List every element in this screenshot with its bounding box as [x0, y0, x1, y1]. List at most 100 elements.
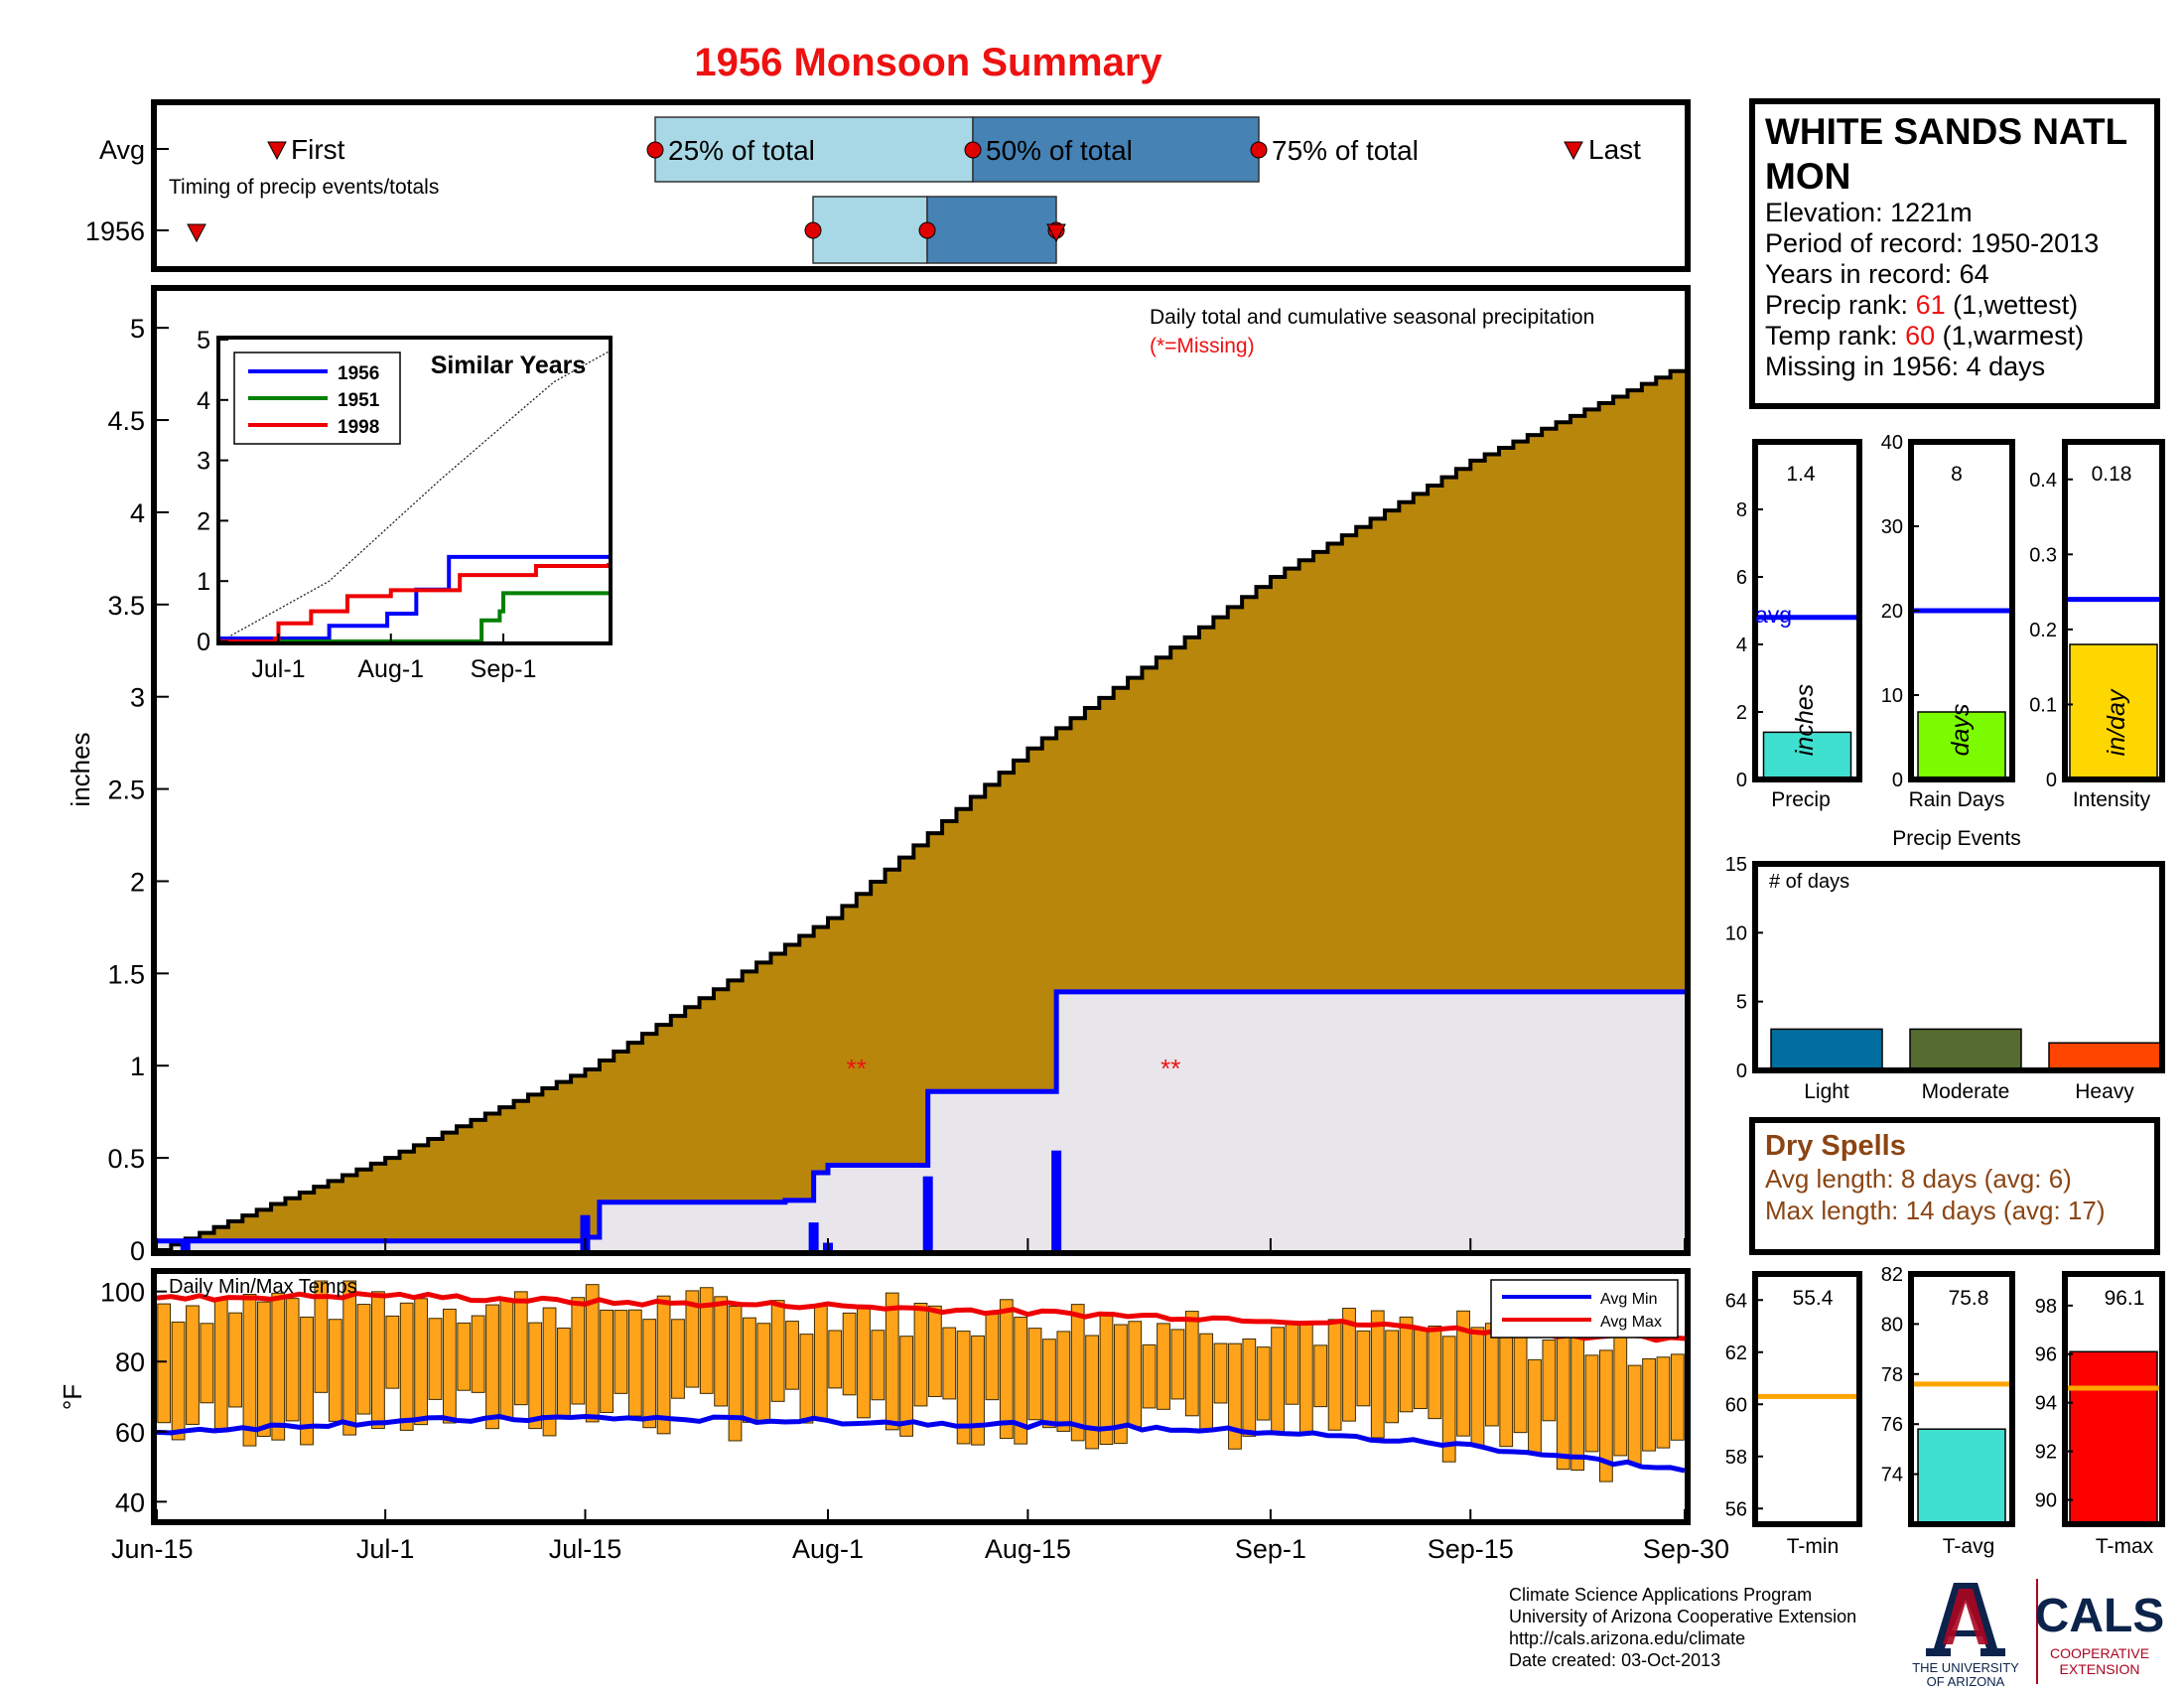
- pct50-label: 50% of total: [986, 135, 1133, 166]
- temp-bar-96: [1528, 1358, 1542, 1455]
- temp-bar-74: [1213, 1342, 1228, 1404]
- temp-bar-66: [1099, 1313, 1114, 1446]
- raindays-ytick-label-1: 10: [1881, 685, 1903, 707]
- temp-bar-53: [913, 1302, 928, 1407]
- tmin-panel-bg: [1755, 1274, 1859, 1524]
- temp-bar-79: [1285, 1323, 1299, 1405]
- tmax-ytick-label-0: 90: [2035, 1490, 2057, 1512]
- timing-panel: Avg 1956 First Timing of precip events/t…: [85, 99, 1691, 272]
- xtick-label-2: Jul-15: [549, 1534, 622, 1564]
- events-ytick-label-2: 10: [1725, 922, 1747, 944]
- tmin-ytick-label-3: 62: [1725, 1342, 1747, 1364]
- temp-bar-40: [728, 1306, 743, 1442]
- footer-line1: Climate Science Applications Program: [1509, 1585, 1812, 1605]
- temp-bar-54: [927, 1305, 942, 1397]
- temp-bar-25: [513, 1291, 528, 1406]
- tmin-panel-frame: [1752, 1271, 1862, 1527]
- precip-events-chart: Light Moderate Heavy 0 5 10 15: [1725, 854, 2165, 1103]
- temp-bar-67: [1113, 1324, 1128, 1445]
- temp-bar-91: [1456, 1310, 1470, 1437]
- legend-label-1998: 1998: [338, 417, 379, 438]
- year-cumulative-fill: [157, 991, 1685, 1250]
- temp-bar-28: [557, 1328, 571, 1418]
- main-ytick-label-5: 2.5: [107, 776, 145, 805]
- temp-bar-87: [1399, 1316, 1414, 1413]
- station-period: Period of record: 1950-2013: [1765, 228, 2099, 258]
- figure-title: 1956 Monsoon Summary: [694, 41, 1162, 84]
- raindays-bar: [1917, 711, 2006, 780]
- temp-bar-41: [743, 1317, 756, 1423]
- temp-bar-19: [428, 1318, 443, 1400]
- raindays-ytick-label-2: 20: [1881, 601, 1903, 623]
- temp-bar-5: [228, 1312, 242, 1408]
- temperature-summary-bars: 56 58 60 62 64 74 76 78 80 82 90 92 94 96 98: [1725, 1264, 2165, 1527]
- temp-bar-26: [528, 1322, 543, 1430]
- avg-25-marker: [646, 141, 664, 159]
- seasonal-summary-bars: 0 2 4 6 8 0 10 20 30 40 0 0.1 0.2 0.3 0.4: [1736, 432, 2165, 791]
- temp-bar-100: [1584, 1354, 1599, 1453]
- footer-credits: Climate Science Applications Program Uni…: [1509, 1585, 1856, 1670]
- similar-years-inset: 0 1 2 3 4 5 Jul-1 Aug-1 Sep-1 Similar Years 1956…: [197, 327, 613, 683]
- temp-bar-45: [799, 1334, 814, 1424]
- xtick-label-6: Sep-15: [1428, 1534, 1514, 1564]
- temp-bar-49: [857, 1306, 871, 1419]
- inset-ytick-label-5: 5: [197, 327, 210, 354]
- temp-bar-3: [200, 1323, 214, 1404]
- inset-series-1998: [220, 562, 611, 643]
- temp-bar-7: [256, 1301, 271, 1437]
- cals-logo: CALS COOPERATIVE EXTENSION: [2035, 1590, 2165, 1677]
- legend-label-avg-min: Avg Min: [1600, 1291, 1658, 1308]
- main-plot-frame: [151, 285, 1691, 1256]
- timing-row-year: 1956: [85, 216, 145, 246]
- cals-sub2: EXTENSION: [2060, 1661, 2140, 1677]
- temp-bar-27: [542, 1307, 557, 1437]
- temp-bar-98: [1556, 1331, 1570, 1471]
- temp-bar-92: [1470, 1327, 1485, 1447]
- intensity-ytick-label-0: 0: [2046, 770, 2057, 791]
- temp-ytick-label-1: 60: [115, 1418, 145, 1448]
- temp-bar-23: [485, 1304, 499, 1430]
- temp-bar-65: [1085, 1335, 1099, 1450]
- events-ytick-label-3: 15: [1725, 854, 1747, 876]
- avg-first-marker: [267, 141, 287, 161]
- temp-bar-48: [842, 1312, 857, 1396]
- temp-bar-106: [1670, 1353, 1685, 1441]
- temp-bar-61: [1027, 1328, 1042, 1421]
- station-frame: [1749, 98, 2160, 409]
- temp-bar-57: [971, 1335, 985, 1446]
- temp-bar-55: [942, 1327, 957, 1400]
- temp-bar-24: [499, 1298, 514, 1420]
- tmax-caption: T-max: [2096, 1535, 2154, 1558]
- first-label: First: [291, 134, 345, 165]
- temp-bar-73: [1199, 1333, 1214, 1433]
- tmax-ytick-label-3: 96: [2035, 1344, 2057, 1366]
- tmin-ytick-label-4: 64: [1725, 1290, 1747, 1312]
- intensity-ytick-label-4: 0.4: [2029, 470, 2057, 492]
- temp-bar-60: [1014, 1317, 1028, 1445]
- temp-bar-35: [656, 1295, 671, 1435]
- xtick-label-7: Sep-30: [1643, 1534, 1729, 1564]
- inset-ytick-label-2: 2: [197, 507, 210, 535]
- year-25-50-box: [812, 196, 928, 264]
- intensity-ytick-label-2: 0.2: [2029, 620, 2057, 641]
- dry-spells-box: Dry Spells Avg length: 8 days (avg: 6) M…: [1749, 1117, 2160, 1255]
- temp-bar-90: [1441, 1336, 1456, 1463]
- main-ytick-label-7: 3.5: [107, 591, 145, 621]
- xtick-label-3: Aug-1: [792, 1534, 864, 1564]
- temp-bar-80: [1298, 1324, 1313, 1434]
- tmax-value-label: 96.1: [2105, 1287, 2145, 1310]
- temp-bar-75: [1228, 1342, 1242, 1450]
- precip-ytick-label-3: 6: [1736, 567, 1747, 589]
- temp-bar-42: [756, 1323, 771, 1422]
- temp-bar-13: [342, 1280, 357, 1436]
- main-ytick-label-8: 4: [130, 498, 145, 528]
- avg-75-marker: [1250, 141, 1268, 159]
- tavg-bar: [1917, 1428, 2006, 1525]
- station-years: Years in record: 64: [1765, 259, 1989, 289]
- intensity-value-label: 0.18: [2092, 463, 2132, 486]
- temp-bar-69: [1142, 1343, 1157, 1409]
- main-ytick-label-9: 4.5: [107, 406, 145, 436]
- temp-bar-43: [770, 1300, 785, 1402]
- precip-value-label: 1.4: [1786, 463, 1816, 486]
